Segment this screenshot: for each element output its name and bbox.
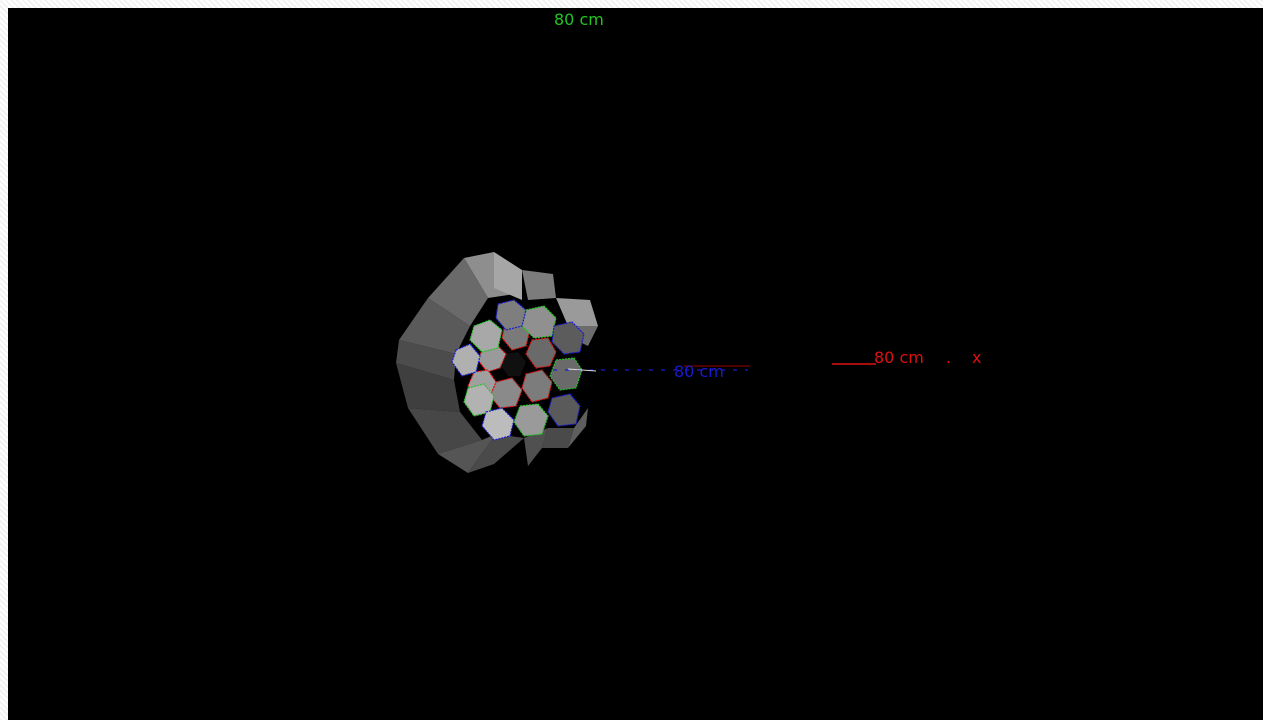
petal <box>568 408 588 448</box>
x-scale-label: 80 cm <box>874 348 924 367</box>
hex-cell <box>549 357 583 391</box>
detector-hex-faces <box>451 299 585 441</box>
hex-cell <box>489 377 523 409</box>
petal <box>556 298 598 326</box>
hex-cell <box>525 337 557 369</box>
3d-viewport[interactable]: 80 cm 80 cm 80 cm . x <box>8 8 1263 720</box>
axis-separator-dot: . <box>946 348 952 367</box>
hex-cell <box>495 299 527 331</box>
hex-cell <box>451 343 481 377</box>
petal <box>408 408 482 454</box>
petal <box>399 298 470 354</box>
hex-cell <box>469 319 503 353</box>
y-scale-label: 80 cm <box>554 10 604 29</box>
scene-canvas[interactable] <box>8 8 1263 720</box>
axis-lines <box>553 363 876 372</box>
hex-cell <box>521 369 553 403</box>
center-hole <box>500 352 526 376</box>
petal <box>522 270 556 300</box>
petal <box>438 434 496 473</box>
axis-origin-tick <box>567 368 597 372</box>
z-scale-label: 80 cm <box>674 362 724 381</box>
petal <box>428 258 488 326</box>
petal <box>524 428 548 466</box>
hex-cell <box>513 403 549 437</box>
petal <box>468 434 524 473</box>
petal <box>396 340 456 380</box>
hex-cell <box>551 321 585 355</box>
petal <box>396 363 460 412</box>
petal <box>542 428 574 448</box>
hex-cell <box>481 407 515 441</box>
hex-cell <box>547 393 581 427</box>
x-axis-label: x <box>972 348 982 367</box>
petal <box>494 252 522 300</box>
